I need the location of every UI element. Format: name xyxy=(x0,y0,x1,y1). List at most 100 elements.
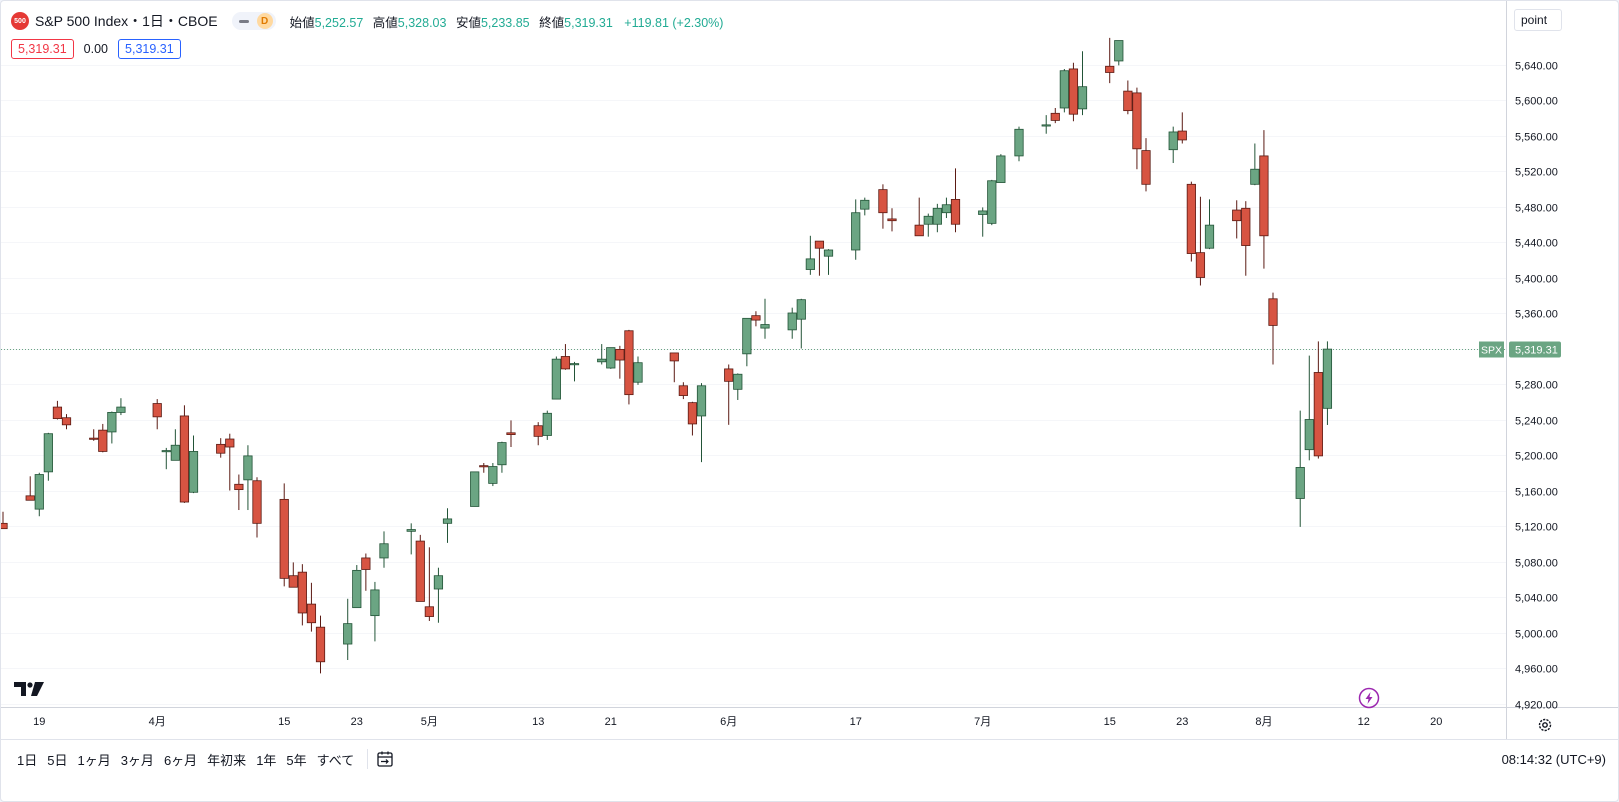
candle xyxy=(1123,80,1133,115)
candle xyxy=(787,307,797,339)
candle xyxy=(733,373,743,400)
candle xyxy=(152,399,162,430)
candle xyxy=(1241,201,1251,276)
candle xyxy=(1105,37,1115,84)
symbol-title[interactable]: S&P 500 Index・1日・CBOE xyxy=(35,13,218,29)
candle-body xyxy=(470,471,480,507)
range-5y-button[interactable]: 5年 xyxy=(286,752,307,768)
candle-body xyxy=(433,575,444,590)
chart-canvas[interactable]: 4,920.00 4,960.00 5,000.00 5,040.00 5,080.00… xyxy=(1,1,1618,739)
candle-body xyxy=(406,529,416,532)
candle-body xyxy=(234,483,244,491)
candle-body xyxy=(25,495,35,501)
candle-body xyxy=(950,198,961,225)
calendar-goto-icon[interactable] xyxy=(376,750,394,768)
candle xyxy=(606,347,616,369)
candle-body xyxy=(987,180,997,224)
scale-mode-button[interactable]: point xyxy=(1514,9,1562,31)
candle xyxy=(987,179,997,226)
candle-body xyxy=(542,412,552,436)
candle-body xyxy=(188,451,199,493)
candle xyxy=(932,203,942,233)
candle xyxy=(52,400,63,420)
candle xyxy=(1114,40,1124,66)
candle xyxy=(1186,181,1196,262)
change-value: +119.81 (+2.30%) xyxy=(624,15,724,30)
sell-price-box[interactable]: 5,319.31 xyxy=(11,39,74,59)
candle xyxy=(751,311,761,327)
price-tag-symbol: SPX xyxy=(1481,345,1502,357)
candle xyxy=(25,476,35,501)
close-label: 終値 xyxy=(539,15,565,30)
tradingview-logo-icon[interactable] xyxy=(14,682,44,701)
close-value: 5,319.31 xyxy=(564,15,613,30)
candle xyxy=(597,344,607,365)
candle xyxy=(724,364,734,425)
chart-legend: 500 S&P 500 Index・1日・CBOE D 始値5,252.57 高… xyxy=(11,11,723,31)
candle-body xyxy=(669,352,679,362)
status-pills[interactable]: D xyxy=(231,12,276,30)
candle-body xyxy=(814,240,825,249)
candle xyxy=(1259,130,1269,269)
candle xyxy=(379,531,389,568)
candle-body xyxy=(1077,86,1088,110)
candle xyxy=(1322,341,1333,425)
candle-body xyxy=(1041,124,1051,127)
candle-body xyxy=(279,498,289,579)
candle xyxy=(34,472,44,517)
candle-body xyxy=(343,623,353,645)
range-ytd-button[interactable]: 年初来 xyxy=(207,752,247,768)
flash-icon[interactable] xyxy=(1358,687,1380,714)
candle xyxy=(216,438,226,458)
candle xyxy=(243,445,253,511)
candle-body xyxy=(878,189,888,214)
x-tick-label: 13 xyxy=(532,716,544,728)
low-value: 5,233.85 xyxy=(480,15,530,30)
x-tick-label: 6月 xyxy=(720,716,737,728)
candle-body xyxy=(941,204,952,214)
range-6m-button[interactable]: 6ヶ月 xyxy=(163,752,198,768)
price-tag-symbol-bg xyxy=(1479,341,1504,358)
candle-body xyxy=(1186,183,1196,254)
candle-body xyxy=(370,589,380,617)
open-label: 始値 xyxy=(289,15,315,30)
candle-body xyxy=(624,330,634,396)
candle-body xyxy=(551,358,561,400)
candle xyxy=(1304,355,1314,461)
candle-body xyxy=(1195,252,1206,278)
price-tag-value-bg xyxy=(1509,341,1561,358)
range-1d-button[interactable]: 1日 xyxy=(17,752,38,768)
candle-body xyxy=(252,480,262,524)
range-3m-button[interactable]: 3ヶ月 xyxy=(120,752,154,768)
candle xyxy=(814,240,825,276)
range-5d-button[interactable]: 5日 xyxy=(47,752,68,768)
candle-body xyxy=(179,415,190,503)
candle xyxy=(179,405,190,503)
clock-timezone[interactable]: 08:14:32 (UTC+9) xyxy=(1501,751,1606,767)
candle-body xyxy=(116,406,126,413)
candle-body xyxy=(288,575,298,588)
candle xyxy=(188,435,199,494)
price-tag-layer: SPX 5,319.31 xyxy=(1479,341,1561,358)
candle xyxy=(479,462,489,473)
buy-price-box[interactable]: 5,319.31 xyxy=(118,39,181,59)
candle xyxy=(615,345,625,379)
range-all-button[interactable]: すべて xyxy=(316,752,355,768)
candle-body xyxy=(89,437,99,440)
candle xyxy=(823,249,834,275)
candle-body xyxy=(597,358,607,363)
range-1y-button[interactable]: 1年 xyxy=(256,752,277,768)
candle-body xyxy=(851,212,861,251)
candle xyxy=(1295,410,1305,527)
settings-icon[interactable] xyxy=(1534,714,1556,736)
range-1m-button[interactable]: 1ヶ月 xyxy=(77,752,111,768)
candle xyxy=(633,356,643,385)
candle-body xyxy=(887,218,897,222)
candle xyxy=(1059,68,1069,113)
candle-body xyxy=(914,224,924,237)
candle xyxy=(941,197,952,219)
y-tick-label: 5,160.00 xyxy=(1515,487,1558,499)
time-axis: 19 4月 15 23 5月 13 21 6月 17 7月 15 23 8月 12 20 xyxy=(33,716,1442,728)
candle xyxy=(225,433,235,491)
y-tick-label: 5,400.00 xyxy=(1515,274,1558,286)
